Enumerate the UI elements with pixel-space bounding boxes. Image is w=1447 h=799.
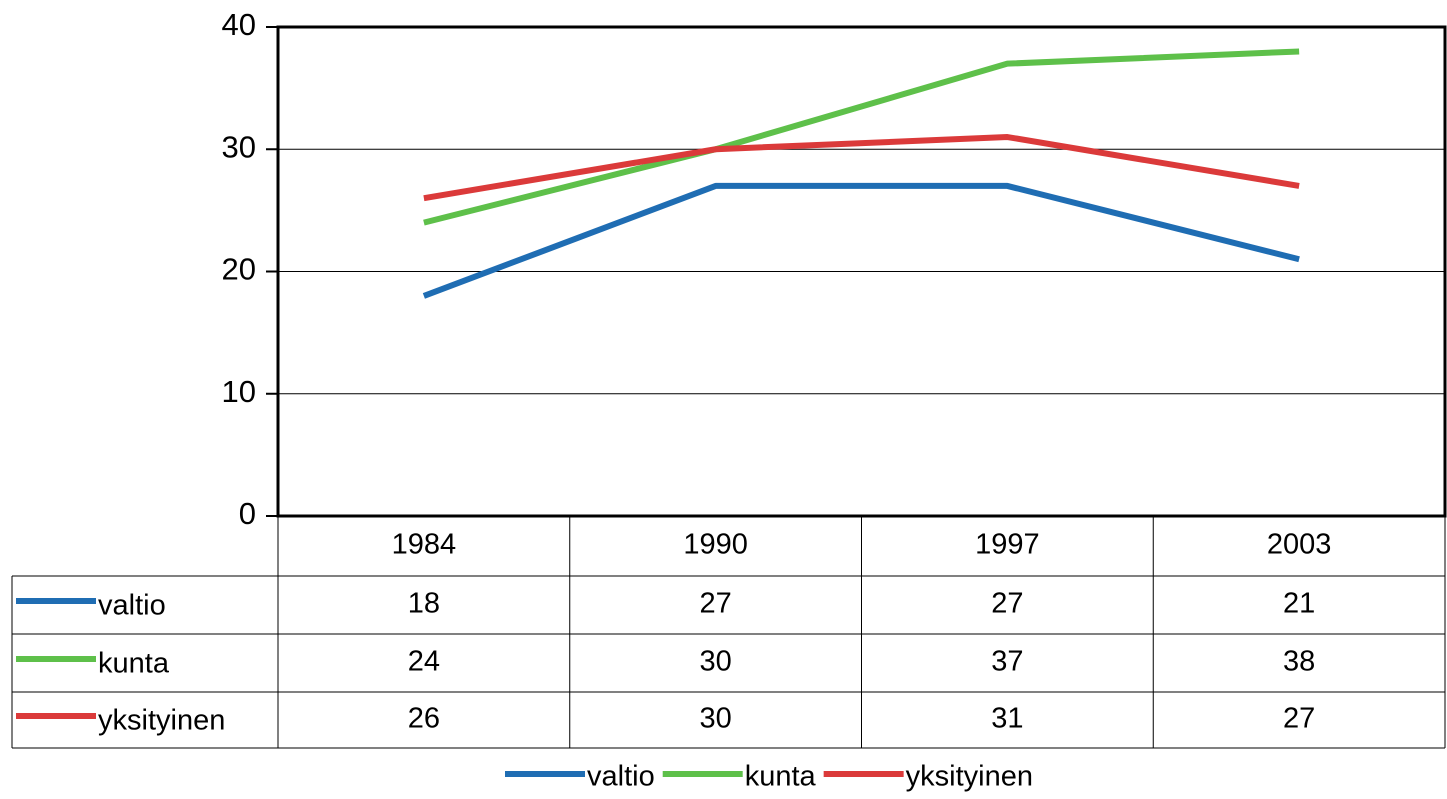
legend-label: kunta (745, 761, 817, 793)
table-cell: 27 (1283, 703, 1315, 735)
data-line (423, 134, 1300, 202)
table-cell: 31 (991, 703, 1023, 735)
y-tick-label: 40 (222, 7, 256, 42)
x-tick-label: 2003 (1267, 529, 1332, 561)
table-cell: 27 (699, 588, 731, 620)
table-row-label: valtio (98, 590, 166, 622)
table-cell: 30 (699, 703, 731, 735)
data-line (423, 48, 1300, 226)
table-cell: 30 (699, 646, 731, 678)
legend-label: yksityinen (906, 761, 1033, 793)
data-line (422, 182, 1300, 299)
table-cell: 24 (408, 646, 440, 678)
table-cell: 21 (1283, 588, 1315, 620)
table-cell: 18 (408, 588, 440, 620)
y-tick-label: 0 (239, 496, 256, 531)
legend-label: valtio (587, 761, 655, 793)
table-row-label: yksityinen (98, 705, 225, 737)
table-row-label: kunta (98, 648, 170, 680)
x-tick-label: 1990 (683, 529, 748, 561)
x-tick-label: 1997 (975, 529, 1040, 561)
y-tick-label: 20 (222, 252, 256, 287)
table-cell: 38 (1283, 646, 1315, 678)
table-cell: 26 (408, 703, 440, 735)
y-tick-label: 10 (222, 374, 256, 409)
table-cell: 37 (991, 646, 1023, 678)
table-cell: 27 (991, 588, 1023, 620)
x-tick-label: 1984 (392, 529, 457, 561)
y-tick-label: 30 (222, 129, 256, 164)
